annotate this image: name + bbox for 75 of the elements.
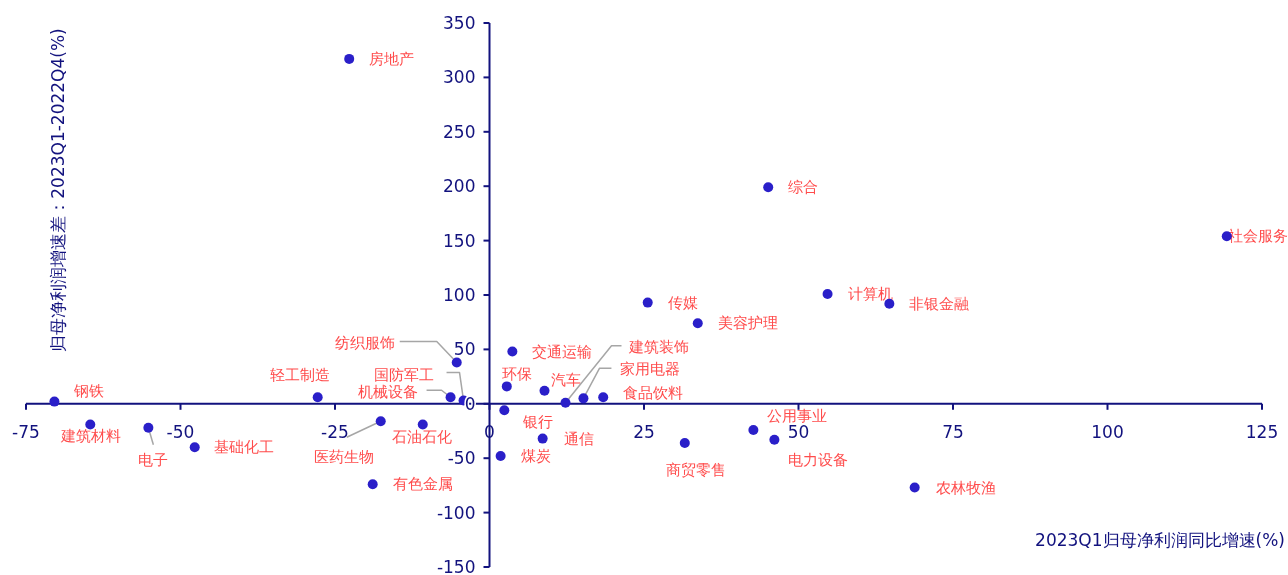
y-tick-label: -50	[447, 448, 476, 469]
annotation: 轻工制造	[269, 366, 330, 385]
x-tick-label: -50	[166, 421, 195, 442]
point	[769, 434, 780, 445]
annotation: 汽车	[550, 370, 581, 389]
annotation: 通信	[563, 429, 594, 448]
annotation: 公用事业	[767, 406, 828, 425]
point	[822, 288, 833, 299]
x-tick-label: -75	[12, 421, 40, 442]
point	[692, 318, 703, 329]
annotation: 建筑装饰	[627, 337, 689, 356]
annotation: 综合	[788, 178, 819, 197]
point	[445, 392, 456, 403]
annotation: 建筑材料	[60, 427, 122, 446]
point	[679, 437, 690, 448]
y-tick-label: 350	[443, 13, 476, 33]
point	[49, 396, 60, 407]
x-tick-label: 75	[942, 421, 964, 442]
annotation: 银行	[522, 413, 554, 432]
point	[598, 392, 609, 403]
x-axis-title: 2023Q1归母净利润同比增速(%)	[1035, 530, 1285, 550]
y-tick-label: 200	[443, 176, 476, 197]
x-tick-label: 100	[1091, 421, 1124, 442]
annotation: 农林牧渔	[935, 478, 996, 497]
y-tick-label: -100	[436, 502, 476, 523]
annotation: 房地产	[369, 49, 415, 68]
point	[344, 53, 355, 64]
annotation: 电力设备	[788, 450, 849, 469]
y-tick-label: 150	[443, 230, 476, 251]
annotation: 家用电器	[620, 360, 681, 379]
x-tick-label: 125	[1245, 421, 1279, 442]
point	[909, 482, 920, 493]
annotation: 石油石化	[391, 428, 452, 447]
annotation: 美容护理	[717, 314, 778, 333]
point	[499, 405, 510, 416]
annotation: 煤炭	[520, 447, 551, 466]
point	[312, 392, 323, 403]
y-tick-label: -150	[436, 557, 476, 575]
x-tick-label: -25	[321, 421, 349, 442]
point	[748, 424, 759, 435]
point	[417, 419, 428, 430]
point	[367, 479, 378, 490]
point	[143, 422, 154, 433]
y-tick-label: 250	[443, 121, 476, 142]
y-tick-label: 300	[443, 67, 476, 88]
point	[578, 393, 589, 404]
annotation: 国防军工	[373, 365, 434, 384]
annotation: 食品饮料	[623, 384, 684, 403]
annotation: 有色金属	[392, 475, 453, 494]
annotation: 医药生物	[313, 448, 374, 467]
annotation: 机械设备	[357, 383, 418, 402]
annotation: 传媒	[667, 293, 698, 312]
point	[451, 357, 462, 368]
point	[537, 433, 548, 444]
point	[375, 416, 386, 427]
y-tick-label: 100	[443, 285, 476, 305]
annotation: 非银金融	[909, 294, 970, 313]
annotation: 纺织服饰	[334, 334, 395, 353]
annotation: 钢铁	[73, 381, 105, 400]
annotation: 交通运输	[532, 342, 593, 361]
annotation: 电子	[138, 450, 169, 469]
annotation: 商贸零售	[665, 460, 726, 479]
x-tick-label: 25	[633, 421, 655, 442]
point	[507, 346, 518, 357]
point	[501, 381, 512, 392]
y-tick-label: 50	[453, 339, 476, 360]
annotation: 环保	[501, 365, 532, 384]
point	[763, 182, 774, 193]
point	[189, 442, 200, 453]
point	[495, 451, 506, 462]
annotation: 基础化工	[213, 438, 274, 457]
point	[560, 397, 571, 408]
point	[642, 297, 653, 308]
y-axis-title: 归母净利润增速差：2023Q1-2022Q4(%)	[48, 28, 68, 352]
point	[539, 385, 550, 396]
